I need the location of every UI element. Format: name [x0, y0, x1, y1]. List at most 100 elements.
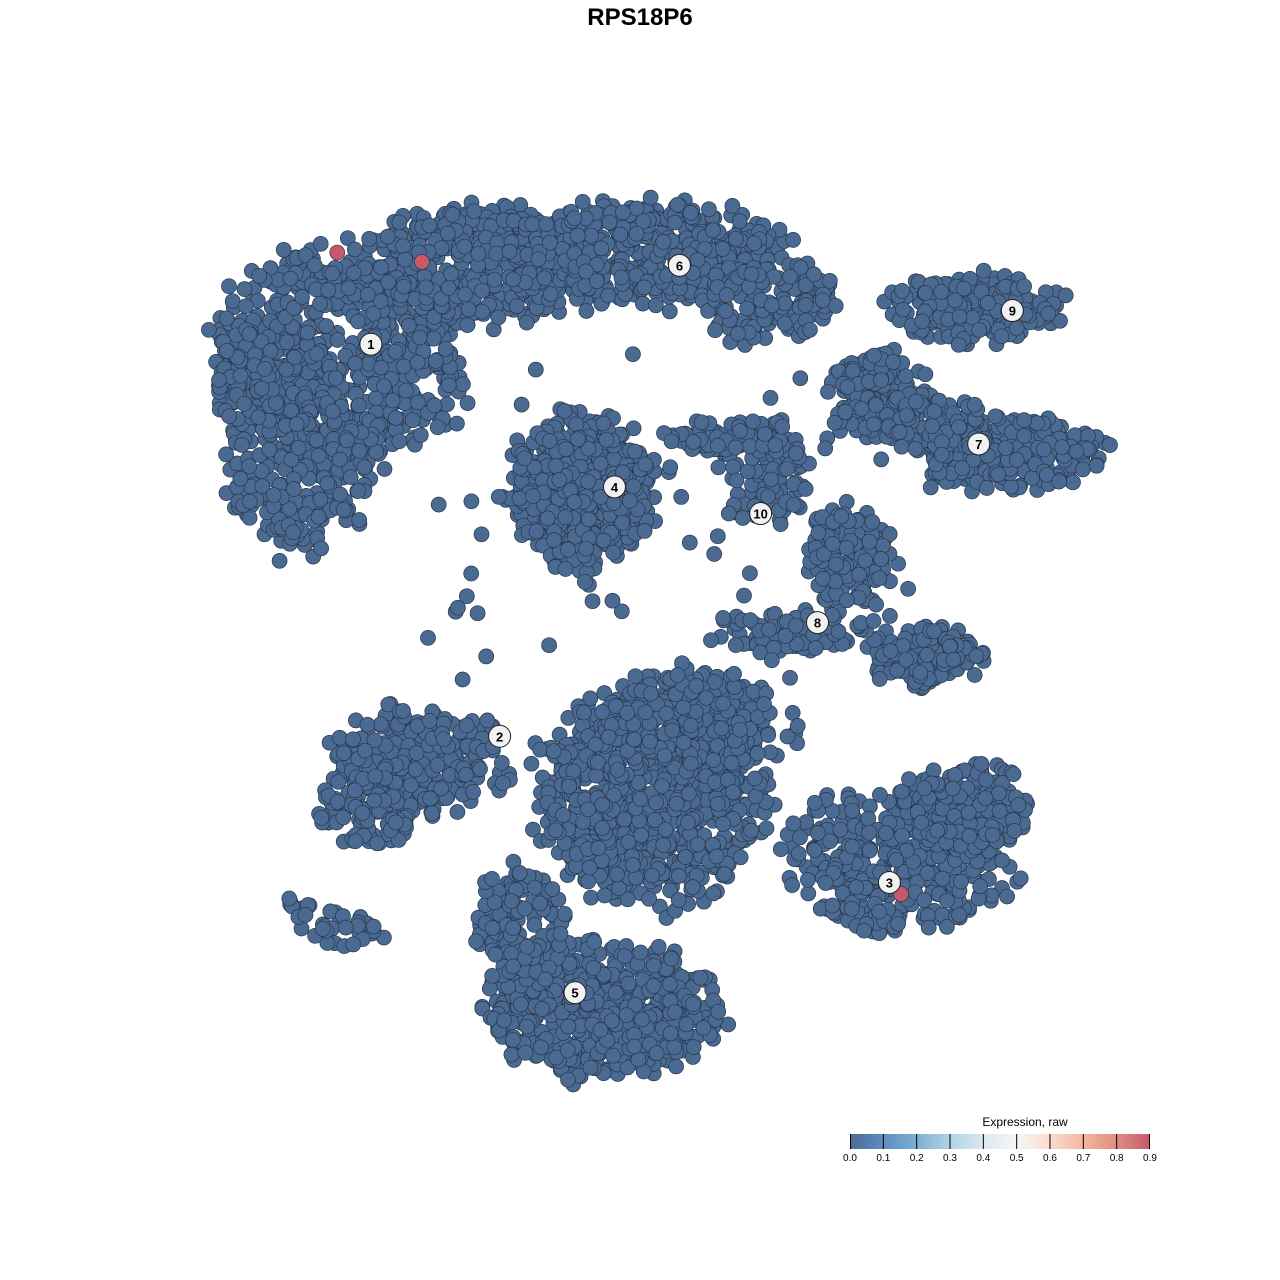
cell-point: [395, 278, 412, 295]
cell-point: [601, 214, 618, 231]
cell-point: [268, 395, 284, 411]
cell-point: [332, 486, 349, 503]
cell-point: [706, 774, 723, 790]
cell-point: [714, 241, 731, 257]
cell-point: [732, 423, 748, 439]
cell-point: [833, 508, 850, 525]
cell-point: [746, 770, 763, 787]
cell-point: [412, 427, 429, 443]
cell-point: [710, 437, 726, 454]
cell-point: [613, 269, 630, 286]
cell-point: [403, 777, 419, 794]
cell-point: [530, 251, 547, 267]
cell-point: [745, 413, 761, 430]
cell-point: [710, 459, 727, 476]
cell-point: [708, 848, 725, 865]
cell-point: [636, 523, 653, 539]
cell-point: [357, 742, 373, 759]
cell-point: [508, 298, 525, 314]
cell-point: [232, 367, 249, 384]
cell-point: [319, 475, 336, 492]
cell-point: [224, 293, 241, 310]
cell-point: [667, 214, 683, 231]
cell-point: [741, 438, 758, 455]
cell-point: [636, 279, 653, 296]
cell-point: [655, 234, 672, 250]
cell-point: [934, 446, 950, 463]
cell-point: [728, 472, 745, 489]
cell-point: [429, 419, 446, 436]
cell-point: [954, 460, 971, 477]
cell-point: [561, 778, 577, 795]
cell-point: [680, 785, 697, 802]
cell-point: [350, 483, 366, 499]
cell-point: [373, 359, 389, 376]
cell-point: [1016, 412, 1032, 428]
cell-point: [758, 820, 775, 837]
cell-point: [339, 432, 355, 449]
cell-point: [256, 361, 273, 377]
cell-point: [329, 332, 346, 348]
cell-point: [761, 621, 777, 638]
cell-point: [501, 243, 518, 260]
cell-point: [547, 458, 564, 474]
cell-point: [329, 793, 346, 810]
cell-point: [299, 324, 316, 341]
cell-point: [456, 238, 473, 255]
cell-point: [583, 227, 599, 244]
cell-point: [782, 268, 799, 285]
cell-point: [1035, 441, 1052, 458]
cell-point: [308, 345, 325, 362]
cell-point: [657, 821, 674, 838]
cell-point: [594, 820, 611, 836]
cell-point: [241, 493, 258, 510]
cell-point: [644, 867, 660, 884]
cell-point: [422, 790, 438, 807]
cell-point: [615, 204, 631, 221]
cell-point: [365, 305, 382, 322]
cell-point: [592, 455, 609, 472]
cell-point: [917, 366, 934, 383]
cell-point: [236, 395, 253, 412]
cell-point: [725, 459, 742, 475]
cell-point: [797, 297, 814, 313]
cell-point: [472, 761, 488, 777]
cell-point: [785, 232, 801, 248]
cell-point: [288, 416, 305, 433]
cell-point: [588, 273, 605, 290]
cell-point: [379, 228, 396, 245]
cell-point: [232, 470, 249, 487]
cell-point: [556, 403, 573, 419]
cell-point: [728, 230, 744, 247]
cell-point: [951, 419, 967, 435]
cell-point: [839, 379, 856, 395]
cell-point: [542, 286, 559, 302]
cell-point: [439, 225, 456, 242]
cell-point: [490, 309, 507, 326]
cell-point: [1029, 415, 1045, 431]
cell-point: [1074, 461, 1091, 478]
cell-point: [583, 889, 599, 906]
cell-point: [474, 303, 490, 320]
cell-point: [218, 446, 234, 463]
cell-point: [566, 494, 583, 510]
cell-point: [459, 395, 476, 411]
cell-point: [820, 383, 836, 400]
cell-point: [776, 315, 793, 332]
cell-point: [705, 885, 722, 902]
cell-point: [595, 415, 612, 432]
cell-point: [950, 336, 967, 353]
cell-point: [715, 816, 732, 832]
cell-point: [851, 566, 867, 583]
cell-point: [595, 532, 612, 549]
cell-point: [359, 716, 376, 733]
cell-point: [898, 407, 915, 424]
cell-point: [580, 511, 597, 528]
cell-point: [250, 409, 267, 426]
cell-point: [634, 295, 651, 312]
cell-point: [460, 301, 477, 318]
cell-point: [742, 612, 759, 628]
cell-point: [347, 355, 364, 372]
cell-point: [743, 822, 759, 839]
